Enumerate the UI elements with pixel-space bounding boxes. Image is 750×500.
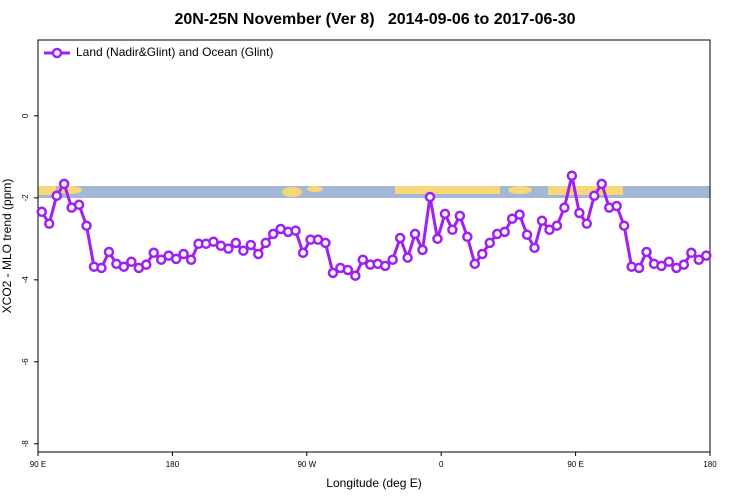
y-tick-label: -2: [21, 194, 30, 202]
x-tick-label: 0: [439, 460, 444, 469]
x-axis-label: Longitude (deg E): [326, 476, 421, 490]
legend-marker: [51, 47, 63, 59]
data-point: [551, 220, 563, 231]
data-point: [208, 236, 219, 247]
data-point: [297, 247, 309, 259]
data-point: [581, 218, 593, 229]
data-point: [379, 260, 391, 272]
data-point: [155, 254, 167, 265]
plot-frame: [37, 39, 711, 453]
y-tick-label: -6: [21, 358, 30, 366]
data-point: [230, 237, 242, 249]
data-point: [141, 259, 152, 270]
x-tick-label: 90 E: [567, 460, 583, 469]
data-point: [402, 252, 413, 263]
data-point: [238, 245, 249, 256]
data-point: [589, 190, 600, 202]
y-tick-label: -4: [21, 276, 30, 284]
data-point: [544, 224, 555, 236]
x-tick-label: 180: [166, 460, 180, 469]
data-point: [357, 254, 369, 265]
data-point: [73, 199, 85, 211]
data-point: [185, 254, 197, 265]
data-point: [439, 208, 451, 220]
data-point: [484, 237, 495, 249]
data-point: [290, 225, 301, 236]
data-point: [51, 190, 62, 202]
data-point: [170, 253, 182, 265]
data-point: [394, 232, 406, 244]
data-point: [81, 220, 92, 231]
data-point: [454, 210, 466, 222]
data-point: [417, 244, 428, 256]
data-point: [633, 262, 645, 274]
data-point: [641, 246, 652, 258]
data-point: [469, 258, 481, 270]
data-point: [701, 250, 712, 261]
data-point: [245, 239, 257, 251]
data-point: [350, 270, 361, 281]
data-point: [432, 233, 443, 245]
data-point: [148, 247, 159, 259]
data-point: [126, 256, 137, 268]
data-point: [514, 209, 525, 220]
data-point: [536, 215, 548, 227]
data-point: [477, 248, 488, 260]
data-point: [678, 259, 690, 270]
data-point: [58, 178, 70, 190]
data-point: [611, 200, 622, 212]
chart-title: 20N-25N November (Ver 8) 2014-09-06 to 2…: [174, 11, 575, 28]
legend-label: Land (Nadir&Glint) and Ocean (Glint): [76, 45, 273, 59]
x-tick-label: 90 W: [297, 460, 316, 469]
data-point: [409, 228, 421, 240]
data-point: [43, 218, 55, 229]
x-tick-label: 90 E: [30, 460, 46, 469]
data-point: [447, 224, 458, 236]
data-point: [424, 191, 436, 203]
data-point: [36, 206, 47, 218]
data-point: [618, 220, 630, 231]
x-tick-label: 180: [703, 460, 717, 469]
data-point: [267, 228, 279, 240]
data-point: [566, 170, 578, 181]
y-tick-label: 0: [21, 113, 30, 118]
data-point: [656, 260, 667, 272]
data-point: [342, 264, 354, 276]
data-point: [574, 207, 585, 219]
data-point: [693, 254, 705, 265]
data-point: [559, 202, 570, 213]
data-point: [499, 226, 510, 238]
data-point: [462, 231, 473, 243]
data-point: [686, 247, 697, 259]
data-point: [223, 243, 234, 254]
data-point: [260, 237, 271, 249]
data-point: [521, 229, 533, 240]
data-point: [178, 248, 189, 260]
data-point: [320, 237, 331, 249]
data-point: [103, 246, 115, 258]
data-point: [96, 262, 107, 274]
data-point: [387, 254, 398, 265]
y-tick-label: -8: [21, 440, 30, 448]
data-point: [596, 178, 607, 190]
data-point: [663, 256, 675, 268]
land-mask-strip: [38, 186, 710, 198]
data-point: [118, 261, 130, 272]
y-axis-label: XCO2 - MLO trend (ppm): [0, 179, 14, 314]
data-point: [327, 267, 339, 279]
data-point: [506, 213, 518, 224]
data-point: [529, 242, 540, 254]
data-point: [253, 248, 264, 260]
